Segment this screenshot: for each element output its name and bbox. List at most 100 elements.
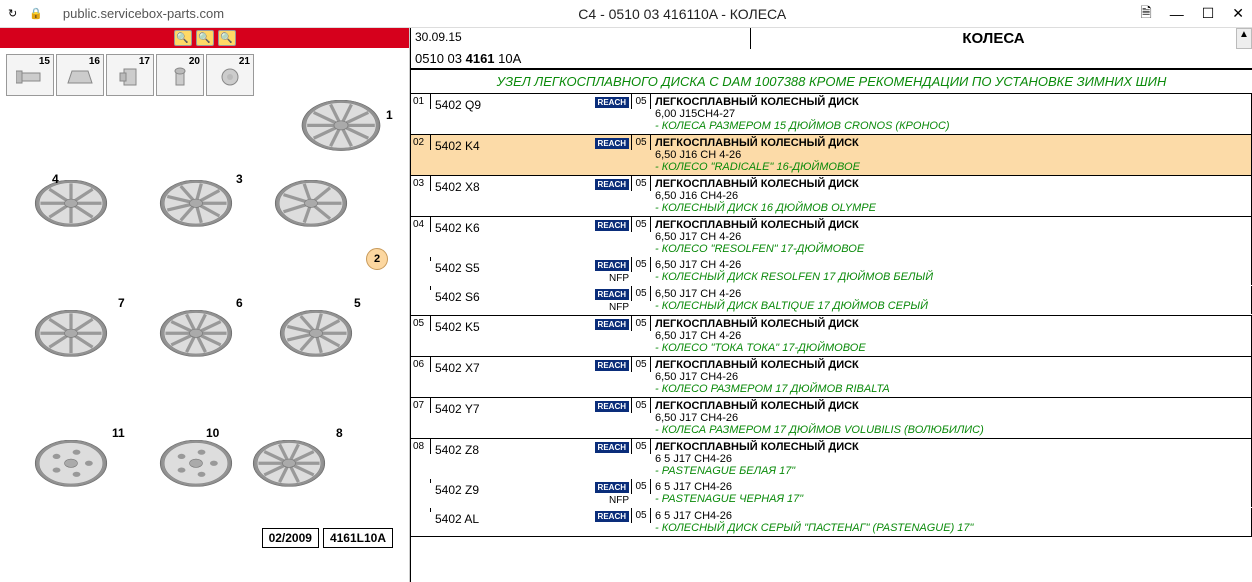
part-desc: ЛЕГКОСПЛАВНЫЙ КОЛЕСНЫЙ ДИСК6,50 J16 CH4-… <box>651 176 1252 216</box>
reach-badge: REACH <box>595 260 629 271</box>
part-badges: REACH NFP <box>591 479 631 508</box>
reach-badge: REACH <box>595 289 629 300</box>
desc-note: - КОЛЕСО РАЗМЕРОМ 17 ДЮЙМОВ RIBALTA <box>655 383 1247 395</box>
wheel-11[interactable] <box>16 440 126 512</box>
zoom-fit-icon[interactable]: 🔍 <box>218 30 236 46</box>
part-badges: REACH <box>591 217 631 233</box>
part-row[interactable]: 055402 K5REACH05ЛЕГКОСПЛАВНЫЙ КОЛЕСНЫЙ Д… <box>411 316 1252 356</box>
main-content: 🔍 🔍 🔍 1516172021 2 02/2009 4161L10A 1437… <box>0 28 1252 582</box>
part-desc: 6,50 J17 CH 4-26- КОЛЕСНЫЙ ДИСК BALTIQUE… <box>651 286 1252 314</box>
wheel-label: 7 <box>118 296 125 310</box>
part-index <box>411 508 431 512</box>
thumb-17[interactable]: 17 <box>106 54 154 96</box>
zoom-out-icon[interactable]: 🔍 <box>196 30 214 46</box>
diagram-area[interactable]: 1516172021 2 02/2009 4161L10A 1437651110… <box>0 48 409 556</box>
part-row[interactable]: 015402 Q9REACH05ЛЕГКОСПЛАВНЫЙ КОЛЕСНЫЙ Д… <box>411 94 1252 134</box>
part-group-05[interactable]: 055402 K5REACH05ЛЕГКОСПЛАВНЫЙ КОЛЕСНЫЙ Д… <box>411 316 1252 357</box>
footer-code: 4161L10A <box>323 528 393 548</box>
wheel-label: 8 <box>336 426 343 440</box>
wheel-4[interactable] <box>16 180 126 252</box>
wheel-8[interactable] <box>234 440 344 512</box>
part-desc: ЛЕГКОСПЛАВНЫЙ КОЛЕСНЫЙ ДИСК6,50 J17 CH 4… <box>651 316 1252 356</box>
part-badges: REACH <box>591 357 631 373</box>
reach-badge: REACH <box>595 482 629 493</box>
part-desc: 6 5 J17 CH4-26- PASTENAGUE ЧЕРНАЯ 17" <box>651 479 1252 507</box>
wheel-label: 4 <box>52 172 59 186</box>
reach-badge: REACH <box>595 511 629 522</box>
part-row[interactable]: 085402 Z8REACH05ЛЕГКОСПЛАВНЫЙ КОЛЕСНЫЙ Д… <box>411 439 1252 479</box>
part-row[interactable]: 065402 X7REACH05ЛЕГКОСПЛАВНЫЙ КОЛЕСНЫЙ Д… <box>411 357 1252 397</box>
part-index: 04 <box>411 217 431 232</box>
part-badges: REACH <box>591 135 631 151</box>
desc-note: - КОЛЕСО "ТОКА ТОКА" 17-ДЮЙМОВОЕ <box>655 342 1247 354</box>
diagram-pane: 🔍 🔍 🔍 1516172021 2 02/2009 4161L10A 1437… <box>0 28 410 582</box>
close-icon[interactable]: ✕ <box>1232 5 1244 22</box>
part-desc: ЛЕГКОСПЛАВНЫЙ КОЛЕСНЫЙ ДИСК6,50 J17 CH 4… <box>651 217 1252 257</box>
part-row[interactable]: 5402 S5REACHNFP056,50 J17 CH 4-26- КОЛЕС… <box>411 257 1252 286</box>
desc-note: - КОЛЕСНЫЙ ДИСК СЕРЫЙ "ПАСТЕНАГ" (PASTEN… <box>655 522 1247 534</box>
part-row[interactable]: 5402 ALREACH056 5 J17 CH4-26- КОЛЕСНЫЙ Д… <box>411 508 1252 536</box>
doc-icon[interactable]: 🗎 <box>1140 2 1151 26</box>
part-row[interactable]: 5402 Z9REACHNFP056 5 J17 CH4-26- PASTENA… <box>411 479 1252 508</box>
part-row[interactable]: 075402 Y7REACH05ЛЕГКОСПЛАВНЫЙ КОЛЕСНЫЙ Д… <box>411 398 1252 438</box>
desc-title: ЛЕГКОСПЛАВНЫЙ КОЛЕСНЫЙ ДИСК <box>655 359 1247 371</box>
part-group-03[interactable]: 035402 X8REACH05ЛЕГКОСПЛАВНЫЙ КОЛЕСНЫЙ Д… <box>411 176 1252 217</box>
wheel-6[interactable] <box>141 310 251 382</box>
wheel-1[interactable] <box>281 100 401 178</box>
part-group-02[interactable]: 025402 K4REACH05ЛЕГКОСПЛАВНЫЙ КОЛЕСНЫЙ Д… <box>411 135 1252 176</box>
part-desc: ЛЕГКОСПЛАВНЫЙ КОЛЕСНЫЙ ДИСК6,50 J17 CH4-… <box>651 398 1252 438</box>
thumb-21[interactable]: 21 <box>206 54 254 96</box>
reload-icon[interactable]: ↻ <box>8 7 17 20</box>
part-group-06[interactable]: 065402 X7REACH05ЛЕГКОСПЛАВНЫЙ КОЛЕСНЫЙ Д… <box>411 357 1252 398</box>
part-desc: ЛЕГКОСПЛАВНЫЙ КОЛЕСНЫЙ ДИСК6,00 J15CH4-2… <box>651 94 1252 134</box>
desc-note: - PASTENAGUE ЧЕРНАЯ 17" <box>655 493 1247 505</box>
desc-spec: 6 5 J17 CH4-26 <box>655 481 1247 493</box>
part-index: 01 <box>411 94 431 109</box>
desc-spec: 6,50 J17 CH4-26 <box>655 412 1247 424</box>
wheel-7[interactable] <box>16 310 126 382</box>
zoom-in-icon[interactable]: 🔍 <box>174 30 192 46</box>
part-group-01[interactable]: 015402 Q9REACH05ЛЕГКОСПЛАВНЫЙ КОЛЕСНЫЙ Д… <box>411 94 1252 135</box>
nfp-badge: NFP <box>593 495 629 506</box>
part-row[interactable]: 025402 K4REACH05ЛЕГКОСПЛАВНЫЙ КОЛЕСНЫЙ Д… <box>411 135 1252 175</box>
wheel-3[interactable] <box>141 180 251 252</box>
header-title: КОЛЕСА <box>751 28 1236 49</box>
desc-spec: 6 5 J17 CH4-26 <box>655 510 1247 522</box>
part-badges: REACHNFP <box>591 257 631 286</box>
reach-badge: REACH <box>595 138 629 149</box>
part-qty: 05 <box>631 286 651 301</box>
part-group-04[interactable]: 045402 K6REACH05ЛЕГКОСПЛАВНЫЙ КОЛЕСНЫЙ Д… <box>411 217 1252 316</box>
part-row[interactable]: 045402 K6REACH05ЛЕГКОСПЛАВНЫЙ КОЛЕСНЫЙ Д… <box>411 217 1252 257</box>
parts-pane: 30.09.15 КОЛЕСА ▲ 0510 03 4161 10A УЗЕЛ … <box>410 28 1252 582</box>
thumb-15[interactable]: 15 <box>6 54 54 96</box>
thumb-20[interactable]: 20 <box>156 54 204 96</box>
part-qty: 05 <box>631 94 651 109</box>
part-ref: 5402 Z9 <box>431 479 591 501</box>
part-qty: 05 <box>631 217 651 232</box>
desc-note: - КОЛЕСНЫЙ ДИСК 16 ДЮЙМОВ OLYMPE <box>655 202 1247 214</box>
desc-title: ЛЕГКОСПЛАВНЫЙ КОЛЕСНЫЙ ДИСК <box>655 96 1247 108</box>
part-desc: ЛЕГКОСПЛАВНЫЙ КОЛЕСНЫЙ ДИСК6 5 J17 CH4-2… <box>651 439 1252 479</box>
wheel-5[interactable] <box>261 310 371 382</box>
wheel-label: 3 <box>236 172 243 186</box>
minimize-icon[interactable]: — <box>1170 6 1184 22</box>
part-qty: 05 <box>631 135 651 150</box>
part-row[interactable]: 5402 S6REACHNFP056,50 J17 CH 4-26- КОЛЕС… <box>411 286 1252 315</box>
banner-text: УЗЕЛ ЛЕГКОСПЛАВНОГО ДИСКА С DAM 1007388 … <box>411 70 1252 94</box>
desc-note: - КОЛЕСА РАЗМЕРОМ 17 ДЮЙМОВ VOLUBILIS (В… <box>655 424 1247 436</box>
callout-marker[interactable]: 2 <box>366 248 388 270</box>
wheel-x[interactable] <box>256 180 366 252</box>
part-qty: 05 <box>631 439 651 454</box>
maximize-icon[interactable]: ☐ <box>1202 5 1215 22</box>
desc-spec: 6,50 J17 CH 4-26 <box>655 288 1247 300</box>
desc-spec: 6,50 J17 CH4-26 <box>655 371 1247 383</box>
scroll-up-icon[interactable]: ▲ <box>1236 28 1252 49</box>
part-group-07[interactable]: 075402 Y7REACH05ЛЕГКОСПЛАВНЫЙ КОЛЕСНЫЙ Д… <box>411 398 1252 439</box>
titlebar: ↻ 🔒 public.servicebox-parts.com C4 - 051… <box>0 0 1252 28</box>
part-qty: 05 <box>631 357 651 372</box>
window-title: C4 - 0510 03 416110A - КОЛЕСА <box>224 6 1140 22</box>
part-row[interactable]: 035402 X8REACH05ЛЕГКОСПЛАВНЫЙ КОЛЕСНЫЙ Д… <box>411 176 1252 216</box>
part-group-08[interactable]: 085402 Z8REACH05ЛЕГКОСПЛАВНЫЙ КОЛЕСНЫЙ Д… <box>411 439 1252 537</box>
thumb-16[interactable]: 16 <box>56 54 104 96</box>
part-badges: REACHNFP <box>591 286 631 315</box>
